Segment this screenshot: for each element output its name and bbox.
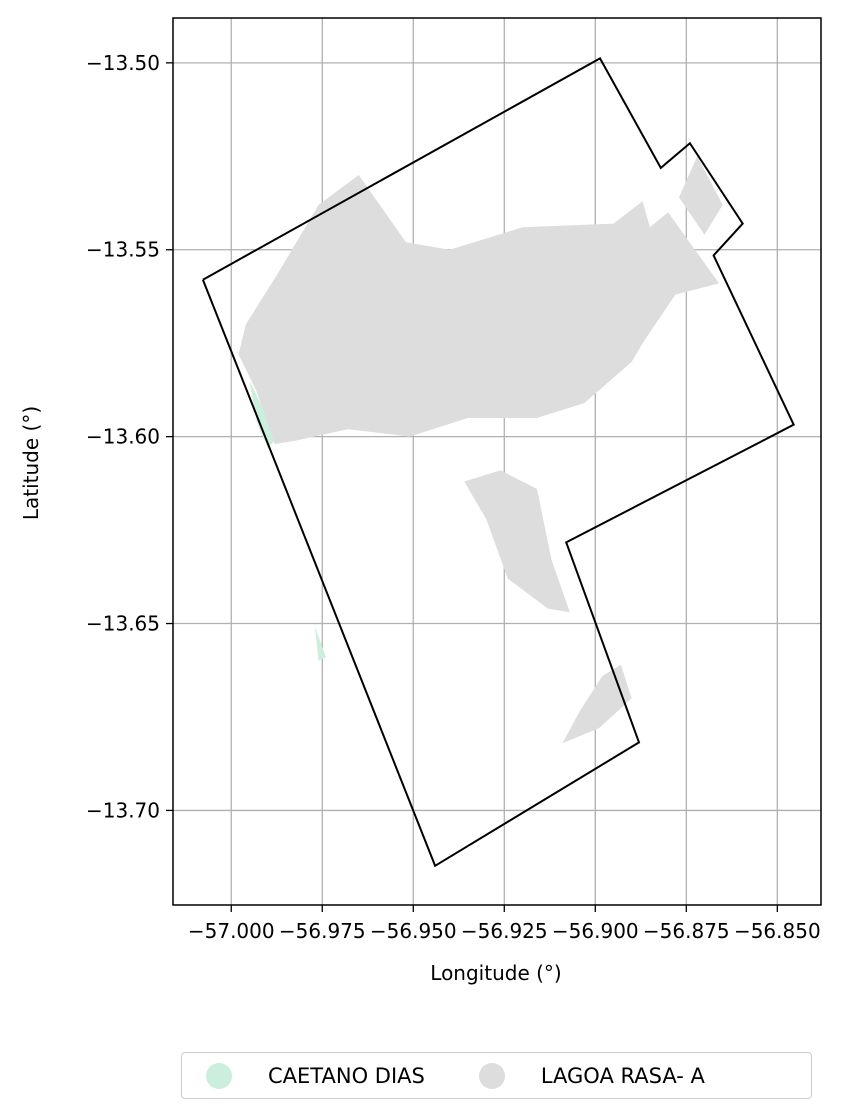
y-tick-label-3: −13.65 [86,612,160,636]
x-tick-label-1: −56.975 [279,919,366,943]
y-tick-label-4: −13.70 [86,798,160,822]
x-tick-label-3: −56.925 [461,919,548,943]
boundary-outline [201,57,796,868]
x-ticks: −57.000 −56.975 −56.950 −56.925 −56.900 −56.8… [188,905,821,943]
y-tick-label-1: −13.55 [86,238,160,262]
legend-entry-lagoa-rasa: LAGOA RASA- A [478,1062,705,1089]
legend-label-lagoa-rasa: LAGOA RASA- A [540,1063,705,1088]
region-lagoa-rasa-0 [238,175,720,445]
y-tick-label-0: −13.50 [86,51,160,75]
region-caetano-dias-1 [311,616,326,661]
region-lagoa-rasa-1 [464,470,570,613]
region-polygons [238,156,723,744]
x-tick-label-0: −57.000 [188,919,275,943]
legend: CAETANO DIAS LAGOA RASA- A [181,1052,812,1099]
plot-frame [172,17,822,906]
x-axis-label: Longitude (°) [430,961,561,985]
region-caetano-dias-0 [249,380,275,448]
region-lagoa-rasa-3 [679,156,723,235]
legend-entry-caetano-dias: CAETANO DIAS [206,1062,425,1089]
map-plot: −57.000 −56.975 −56.950 −56.925 −56.900 −56.8… [19,17,822,985]
x-tick-label-2: −56.950 [370,919,457,943]
y-axis-label: Latitude (°) [19,406,43,520]
grid-lines [173,18,821,905]
y-ticks: −13.50 −13.55 −13.60 −13.65 −13.70 [86,51,173,822]
x-tick-label-4: −56.900 [552,919,639,943]
x-tick-label-5: −56.875 [643,919,730,943]
region-lagoa-rasa-2 [562,664,632,744]
legend-marker-caetano-dias [206,1062,232,1089]
legend-marker-lagoa-rasa [478,1062,505,1089]
x-tick-label-6: −56.850 [734,919,821,943]
legend-label-caetano-dias: CAETANO DIAS [268,1063,425,1088]
y-tick-label-2: −13.60 [86,425,160,449]
